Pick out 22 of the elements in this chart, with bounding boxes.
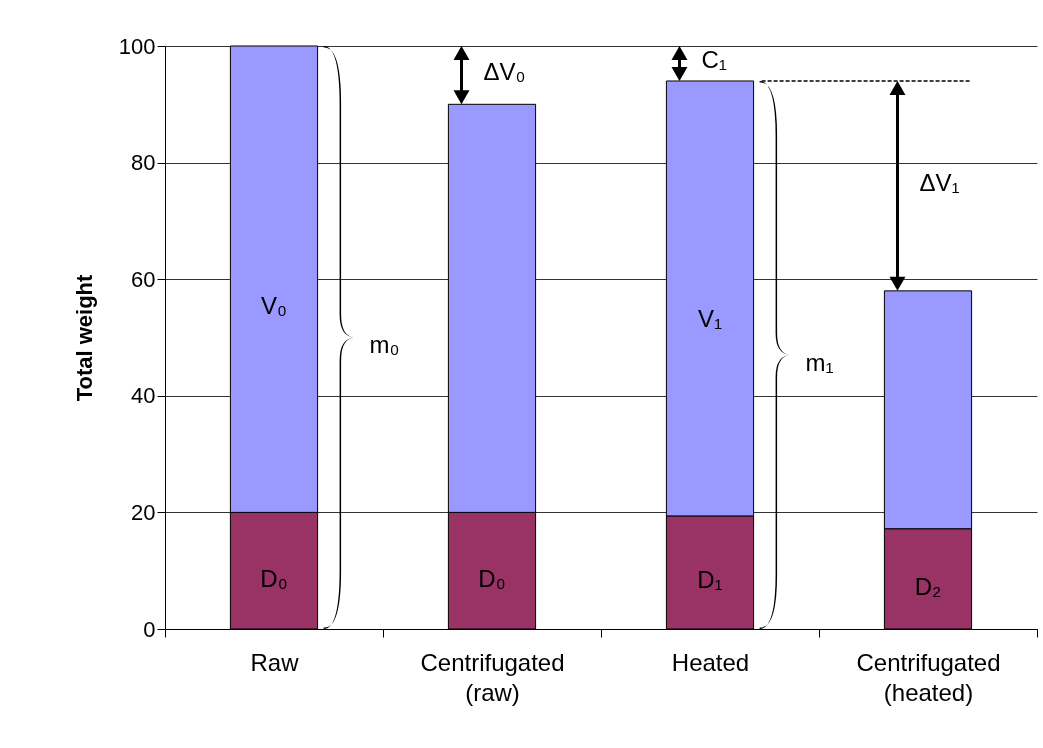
annotation: m₁ [805, 348, 834, 376]
x-tick-label: Centrifugated (raw) [420, 648, 565, 706]
annotation: V₁ [697, 305, 723, 333]
y-tick-label: 0 [143, 616, 156, 642]
y-tick-label: 100 [118, 33, 156, 59]
annotation: C₁ [701, 46, 727, 74]
annotation: D₁ [697, 566, 723, 594]
annotation: V₀ [261, 292, 287, 320]
x-tick-label: Raw [250, 648, 300, 676]
x-tick-label: Heated [671, 648, 750, 676]
y-axis-title: Total weight [71, 273, 97, 402]
annotation: D₂ [914, 572, 942, 600]
annotation: D₀ [478, 565, 506, 593]
annotation: D₀ [260, 565, 288, 593]
y-tick-label: 60 [131, 266, 156, 292]
y-tick-label: 40 [131, 383, 156, 409]
x-tick-label: Centrifugated (heated) [856, 648, 1001, 706]
annotation: ΔV₁ [919, 168, 960, 196]
y-tick-label: 80 [131, 150, 156, 176]
annotation: ΔV₀ [483, 57, 526, 85]
annotation: m₀ [369, 331, 400, 359]
y-tick-label: 20 [131, 499, 156, 525]
